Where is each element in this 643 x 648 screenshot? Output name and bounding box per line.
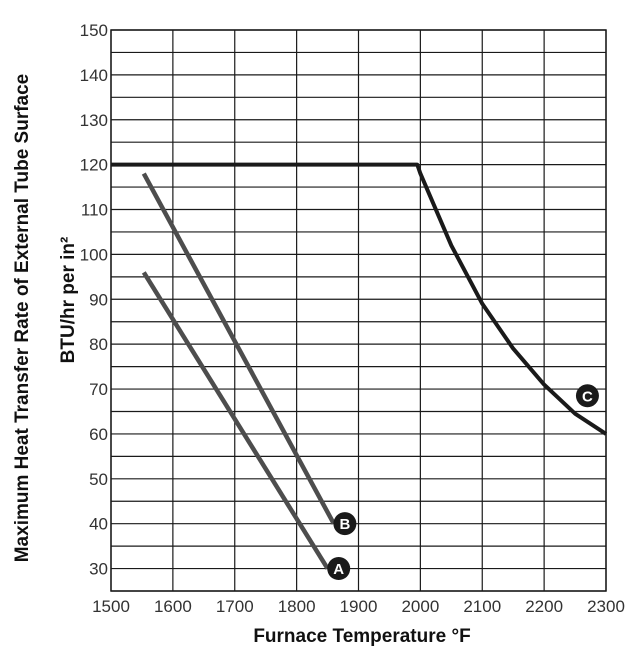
x-tick-label: 1700 <box>216 597 254 616</box>
x-tick-label: 2200 <box>525 597 563 616</box>
y-axis-title-units: BTU/hr per in² <box>58 237 79 364</box>
plot-frame <box>110 29 607 592</box>
x-tick-labels: 1500 1600 1700 1800 1900 2000 2100 2200 2300 <box>92 597 625 616</box>
y-tick-label: 80 <box>89 335 108 354</box>
y-axis-title: Maximum Heat Transfer Rate of External T… <box>12 74 33 563</box>
y-tick-label: 40 <box>89 515 108 534</box>
x-tick-label: 1900 <box>340 597 378 616</box>
series-markers: B A C <box>327 384 599 581</box>
marker-circle <box>327 557 351 581</box>
y-tick-label: 110 <box>81 201 108 220</box>
x-tick-label: 2300 <box>587 597 625 616</box>
x-tick-label: 1600 <box>154 597 192 616</box>
y-tick-label: 140 <box>80 66 108 85</box>
y-tick-labels: 30 40 50 60 70 80 90 100 110 120 130 140 150 <box>80 21 108 579</box>
marker-a: A <box>327 557 351 581</box>
y-tick-label: 150 <box>80 21 108 40</box>
series-line-b <box>141 172 336 525</box>
x-tick-label: 2000 <box>401 597 439 616</box>
marker-b: B <box>333 512 357 536</box>
marker-c: C <box>575 384 599 408</box>
y-tick-label: 60 <box>89 425 108 444</box>
series-lines <box>111 162 608 570</box>
x-tick-label: 1800 <box>278 597 316 616</box>
y-tick-label: 100 <box>80 245 108 264</box>
y-tick-label: 70 <box>89 380 108 399</box>
y-tick-label: 120 <box>80 156 108 175</box>
marker-label: C <box>582 388 593 405</box>
marker-label: B <box>339 516 350 533</box>
series-line-c <box>111 162 608 436</box>
x-axis-title: Furnace Temperature °F <box>253 626 470 647</box>
series-line-a <box>141 271 330 570</box>
marker-label: A <box>333 561 344 578</box>
y-tick-label: 50 <box>89 470 108 489</box>
marker-circle <box>575 384 599 408</box>
chart-grid <box>110 29 607 592</box>
marker-circle <box>333 512 357 536</box>
y-tick-label: 90 <box>89 290 108 309</box>
x-tick-label: 2100 <box>463 597 501 616</box>
x-tick-label: 1500 <box>92 597 130 616</box>
y-tick-label: 130 <box>80 111 108 130</box>
y-tick-label: 30 <box>89 560 108 579</box>
